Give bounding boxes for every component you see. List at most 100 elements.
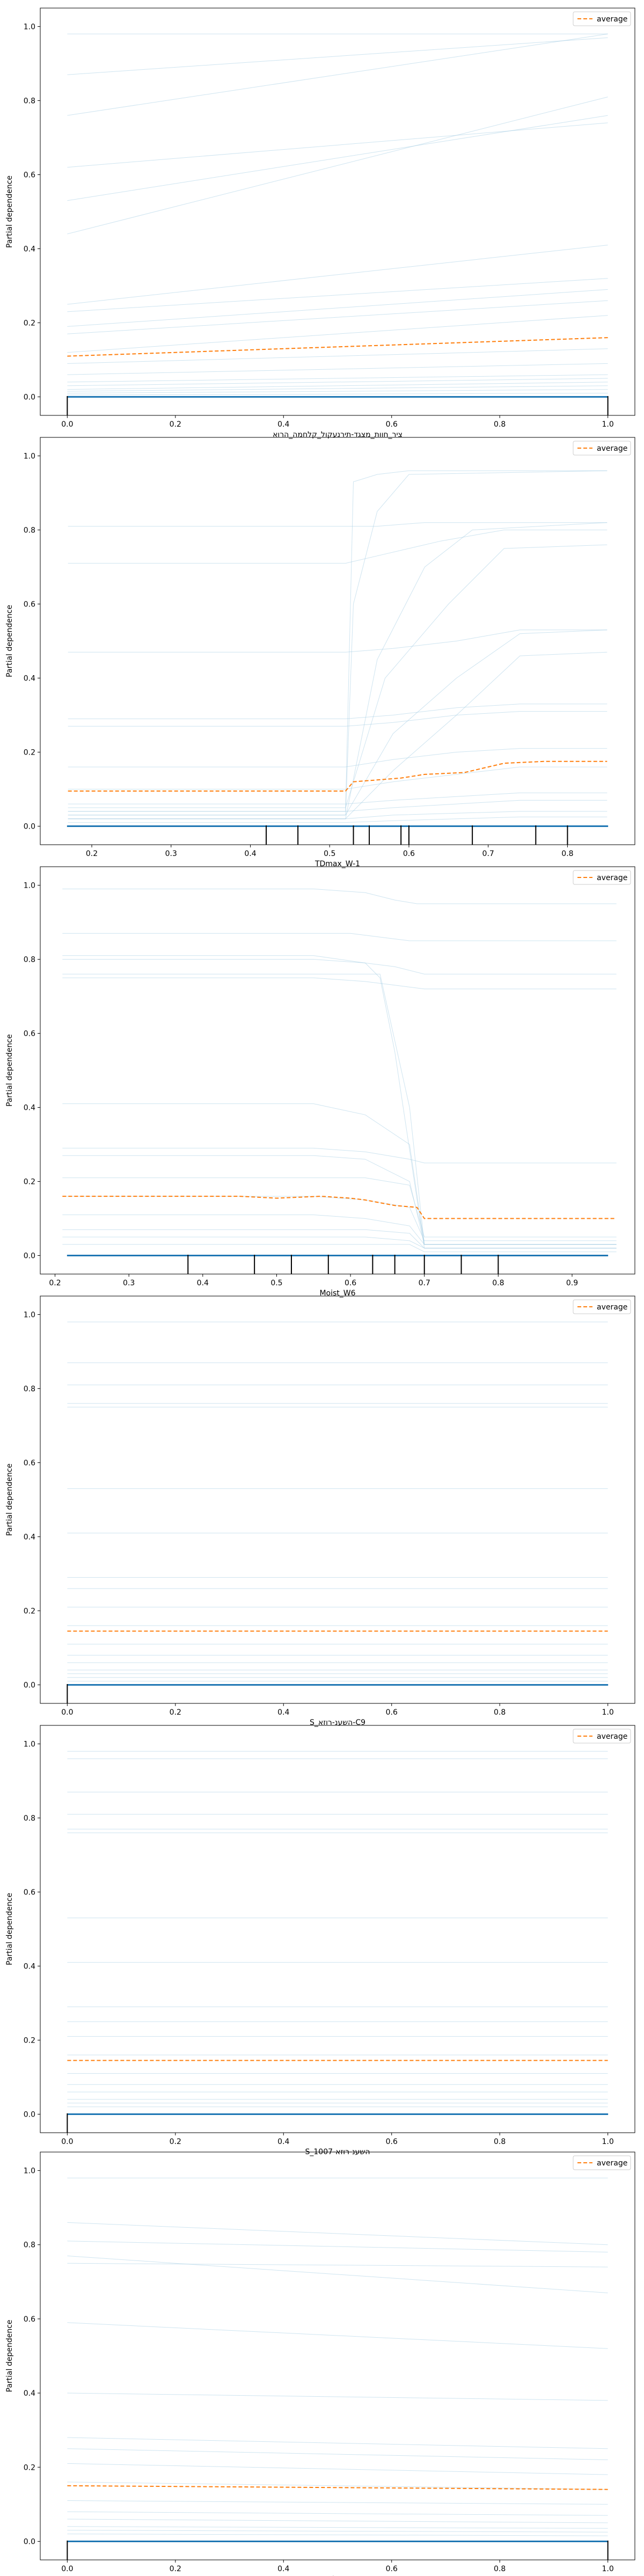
y-tick-label: 1.0	[24, 882, 35, 890]
legend: average	[573, 1299, 631, 1314]
legend-label: average	[597, 1732, 627, 1741]
legend-label: average	[597, 874, 627, 882]
x-tick-label: 0.7	[482, 850, 494, 858]
legend: average	[573, 441, 631, 456]
x-tick-label: 0.0	[61, 2565, 73, 2573]
y-tick-label: 0.2	[24, 1607, 35, 1616]
legend: average	[573, 2155, 631, 2170]
x-tick-label: 0.4	[197, 1279, 209, 1287]
y-tick-label: 0.2	[24, 2037, 35, 2045]
average-line	[67, 337, 608, 357]
legend-box	[573, 441, 631, 456]
ice-line	[67, 2256, 608, 2293]
legend-label: average	[597, 444, 627, 453]
y-tick-label: 0.4	[24, 2389, 35, 2398]
legend-box	[573, 1299, 631, 1314]
y-tick-label: 0.4	[24, 1533, 35, 1542]
ice-line	[67, 2437, 608, 2449]
x-tick-label: 0.4	[277, 420, 289, 429]
ice-line	[68, 816, 608, 823]
y-tick-label: 0.6	[24, 1889, 35, 1897]
ice-line	[62, 1103, 617, 1245]
x-tick-label: 0.8	[561, 850, 573, 858]
ice-line	[68, 652, 608, 819]
legend: average	[573, 11, 631, 26]
x-tick-label: 0.6	[386, 2138, 398, 2146]
ice-line	[67, 2241, 608, 2252]
x-tick-label: 0.4	[277, 2565, 289, 2573]
ice-line	[67, 382, 608, 390]
pdp-panel-3: 0.2 0.3 0.4 0.5 0.6 0.7 0.8 0.9 0.0 0.2 0.4 0.6 0.8 1…	[5, 866, 635, 1298]
ice-line	[67, 374, 608, 383]
x-tick-label: 0.4	[244, 850, 256, 858]
ice-line	[67, 389, 608, 394]
ice-line	[67, 363, 608, 375]
legend-label: average	[597, 2159, 627, 2168]
x-tick-label: 0.8	[492, 1279, 504, 1287]
legend-label: average	[597, 1303, 627, 1312]
ice-line	[62, 977, 617, 990]
y-tick-label: 0.8	[24, 1814, 35, 1823]
x-tick-label: 0.4	[277, 2138, 289, 2146]
x-tick-label: 0.2	[49, 1279, 61, 1287]
plot-frame	[40, 437, 635, 845]
plot-frame	[40, 2151, 635, 2560]
pdp-panel-4: 0.0 0.2 0.4 0.6 0.8 1.0 0.0 0.2 0.4 0.6 0.8 1.0 S_הש…	[5, 1296, 635, 1727]
y-axis-label: Partial dependence	[5, 1893, 14, 1965]
plot-frame	[40, 866, 635, 1275]
pdp-panel-1: 0.0 0.2 0.4 0.6 0.8 1.0 0.0 0.2 0.4 0.6 0.8 1.0 ציר_…	[5, 8, 635, 439]
x-tick-label: 1.0	[602, 2565, 614, 2573]
ice-line	[67, 378, 608, 386]
y-tick-label: 0.4	[24, 675, 35, 683]
ice-line	[68, 522, 608, 819]
y-tick-label: 0.2	[24, 319, 35, 328]
x-tick-label: 0.8	[494, 2138, 506, 2146]
y-tick-label: 0.4	[24, 245, 35, 254]
ice-line	[67, 2482, 608, 2490]
y-tick-label: 0.0	[24, 1681, 35, 1690]
y-tick-label: 0.6	[24, 601, 35, 609]
ice-line	[62, 1177, 617, 1238]
legend-box	[573, 11, 631, 26]
ice-line	[68, 530, 608, 564]
y-tick-label: 0.2	[24, 2463, 35, 2472]
x-tick-label: 1.0	[602, 2138, 614, 2146]
ice-line	[67, 2519, 608, 2523]
ice-line	[62, 933, 617, 941]
ice-line	[68, 630, 608, 816]
ice-line	[67, 245, 608, 305]
x-tick-label: 0.6	[386, 420, 398, 429]
x-tick-label: 0.8	[494, 2565, 506, 2573]
x-axis-label: Moist_W6	[319, 1289, 355, 1298]
ice-line	[67, 2530, 608, 2533]
pdp-panel-5: 0.0 0.2 0.4 0.6 0.8 1.00.00.20.40.60.81.0S_הש…	[5, 1725, 635, 2156]
x-tick-label: 0.3	[165, 850, 177, 858]
ice-line	[62, 1196, 617, 1241]
ice-line	[68, 811, 608, 819]
x-tick-label: 0.4	[277, 1708, 289, 1717]
x-tick-label: 1.0	[602, 420, 614, 429]
ice-line	[68, 470, 608, 812]
ice-line	[67, 289, 608, 327]
ice-line	[67, 2263, 608, 2267]
ice-line	[68, 711, 608, 727]
y-axis-label: Partial dependence	[5, 175, 14, 248]
x-tick-label: 0.7	[419, 1279, 430, 1287]
ice-line	[67, 300, 608, 334]
x-tick-label: 1.0	[602, 1708, 614, 1717]
y-tick-label: 0.6	[24, 1459, 35, 1468]
y-tick-label: 0.6	[24, 1030, 35, 1038]
average-line	[62, 1196, 617, 1219]
x-tick-label: 0.2	[86, 850, 98, 858]
y-tick-label: 0.4	[24, 1963, 35, 1971]
ice-line	[68, 630, 608, 653]
ice-line	[67, 97, 608, 235]
ice-line	[67, 2526, 608, 2529]
x-tick-label: 0.2	[170, 1708, 181, 1717]
ice-line	[67, 2500, 608, 2505]
y-tick-label: 0.4	[24, 1104, 35, 1113]
y-axis-label: Partial dependence	[5, 1463, 14, 1536]
legend-box	[573, 1729, 631, 1744]
ice-line	[68, 800, 608, 812]
pdp-panel-2: 0.2 0.3 0.4 0.5 0.6 0.7 0.8 0.0 0.2 0.4 0.6 0.8 1.0 T…	[5, 437, 635, 868]
